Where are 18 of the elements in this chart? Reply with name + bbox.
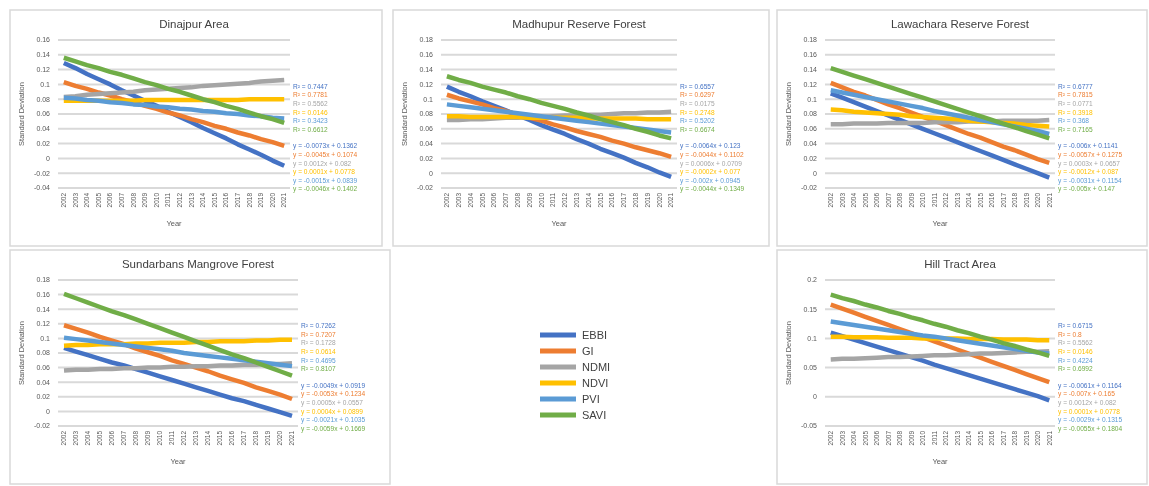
chart-title: Dinajpur Area [159,18,230,30]
line-series [444,74,674,141]
legend-label: GI [582,344,594,357]
line-series [61,335,295,369]
line-series [61,291,295,378]
legend-label: PVI [582,392,600,405]
chart-title: Sundarbans Mangrove Forest [121,258,275,270]
legend-label: SAVI [582,408,607,421]
legend-label: NDVI [582,376,609,389]
line-series [61,55,287,126]
chart-title: Madhupur Reserve Forest [512,18,647,30]
legend-label: NDMI [582,360,611,373]
chart-title: Lawachara Reserve Forest [890,18,1030,30]
line-series [61,345,295,419]
legend-label: EBBI [582,328,608,341]
chart-title: Hill Tract Area [924,258,997,270]
line-series [828,292,1052,359]
line-series [828,65,1052,141]
